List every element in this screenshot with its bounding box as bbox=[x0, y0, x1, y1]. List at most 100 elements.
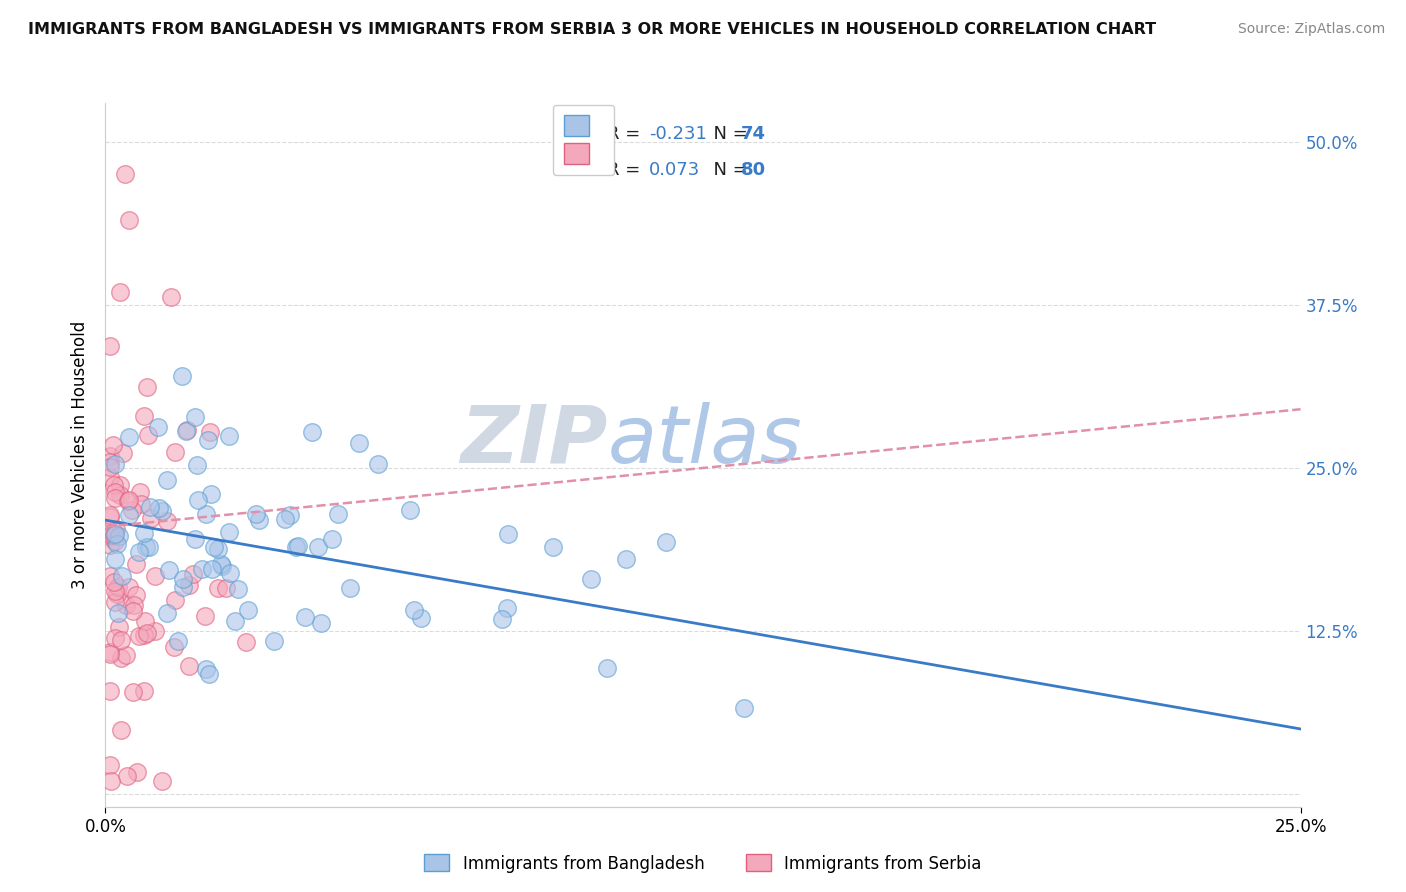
Point bbox=[118, 508, 141, 523]
Point bbox=[172, 572, 194, 586]
Point bbox=[198, 425, 221, 440]
Point bbox=[128, 629, 150, 643]
Point bbox=[218, 566, 240, 581]
Point bbox=[307, 541, 329, 555]
Point bbox=[125, 764, 148, 779]
Point bbox=[128, 545, 150, 559]
Point bbox=[136, 428, 159, 442]
Point bbox=[163, 640, 186, 655]
Point bbox=[211, 558, 233, 573]
Point bbox=[104, 457, 127, 471]
Point bbox=[195, 507, 218, 521]
Point bbox=[122, 685, 145, 699]
Point bbox=[114, 167, 136, 181]
Point bbox=[326, 507, 349, 521]
Point bbox=[103, 491, 125, 505]
Point bbox=[105, 522, 128, 536]
Point bbox=[98, 538, 121, 552]
Point bbox=[136, 380, 159, 394]
Point bbox=[125, 588, 148, 602]
Point bbox=[284, 541, 307, 555]
Point bbox=[236, 603, 259, 617]
Point bbox=[228, 582, 250, 596]
Point bbox=[200, 487, 222, 501]
Point bbox=[121, 502, 143, 516]
Point bbox=[98, 508, 121, 522]
Point bbox=[111, 568, 134, 582]
Point bbox=[98, 449, 121, 463]
Point bbox=[198, 666, 221, 681]
Point bbox=[118, 430, 141, 444]
Point bbox=[215, 581, 238, 595]
Point bbox=[733, 701, 755, 715]
Point bbox=[110, 632, 132, 647]
Point bbox=[579, 572, 602, 586]
Point bbox=[183, 409, 205, 424]
Point bbox=[172, 580, 194, 594]
Point bbox=[118, 580, 141, 594]
Point bbox=[156, 473, 179, 487]
Point bbox=[132, 628, 155, 642]
Point bbox=[235, 634, 257, 648]
Point bbox=[156, 514, 179, 528]
Point bbox=[141, 511, 163, 525]
Point bbox=[111, 446, 134, 460]
Text: R =: R = bbox=[607, 161, 647, 178]
Point bbox=[309, 615, 332, 630]
Point bbox=[98, 459, 121, 474]
Point bbox=[209, 558, 232, 572]
Point bbox=[170, 368, 193, 383]
Legend: , : , bbox=[553, 104, 614, 175]
Point bbox=[98, 645, 121, 659]
Point bbox=[104, 552, 127, 566]
Point bbox=[117, 493, 139, 508]
Point bbox=[110, 723, 132, 738]
Point bbox=[108, 478, 131, 492]
Point bbox=[367, 458, 389, 472]
Text: IMMIGRANTS FROM BANGLADESH VS IMMIGRANTS FROM SERBIA 3 OR MORE VEHICLES IN HOUSE: IMMIGRANTS FROM BANGLADESH VS IMMIGRANTS… bbox=[28, 22, 1156, 37]
Point bbox=[105, 537, 128, 551]
Point bbox=[195, 662, 218, 676]
Legend: Immigrants from Bangladesh, Immigrants from Serbia: Immigrants from Bangladesh, Immigrants f… bbox=[418, 847, 988, 880]
Point bbox=[409, 611, 432, 625]
Point bbox=[117, 770, 139, 784]
Point bbox=[103, 478, 125, 492]
Point bbox=[134, 683, 156, 698]
Point bbox=[402, 603, 425, 617]
Point bbox=[247, 513, 270, 527]
Point bbox=[543, 540, 565, 554]
Point bbox=[596, 661, 619, 675]
Point bbox=[104, 526, 127, 541]
Point bbox=[104, 584, 127, 599]
Point bbox=[136, 626, 159, 640]
Point bbox=[108, 285, 131, 299]
Point bbox=[117, 492, 139, 507]
Point bbox=[273, 511, 295, 525]
Point bbox=[107, 580, 129, 594]
Point bbox=[145, 624, 167, 638]
Point bbox=[103, 574, 125, 589]
Point bbox=[163, 592, 186, 607]
Point bbox=[139, 500, 162, 515]
Point bbox=[179, 659, 201, 673]
Point bbox=[98, 569, 121, 583]
Point bbox=[132, 526, 155, 541]
Point bbox=[294, 610, 316, 624]
Text: -0.231: -0.231 bbox=[650, 125, 707, 144]
Point bbox=[134, 614, 156, 628]
Point bbox=[107, 620, 129, 634]
Text: atlas: atlas bbox=[607, 401, 803, 480]
Point bbox=[159, 290, 181, 304]
Point bbox=[347, 435, 370, 450]
Point bbox=[121, 604, 143, 618]
Point bbox=[104, 534, 127, 549]
Point bbox=[280, 508, 302, 522]
Point bbox=[100, 528, 122, 542]
Point bbox=[107, 607, 129, 621]
Point bbox=[181, 566, 204, 581]
Text: 0.073: 0.073 bbox=[650, 161, 700, 178]
Point bbox=[263, 633, 285, 648]
Point bbox=[167, 634, 190, 648]
Point bbox=[496, 527, 519, 541]
Point bbox=[218, 525, 240, 540]
